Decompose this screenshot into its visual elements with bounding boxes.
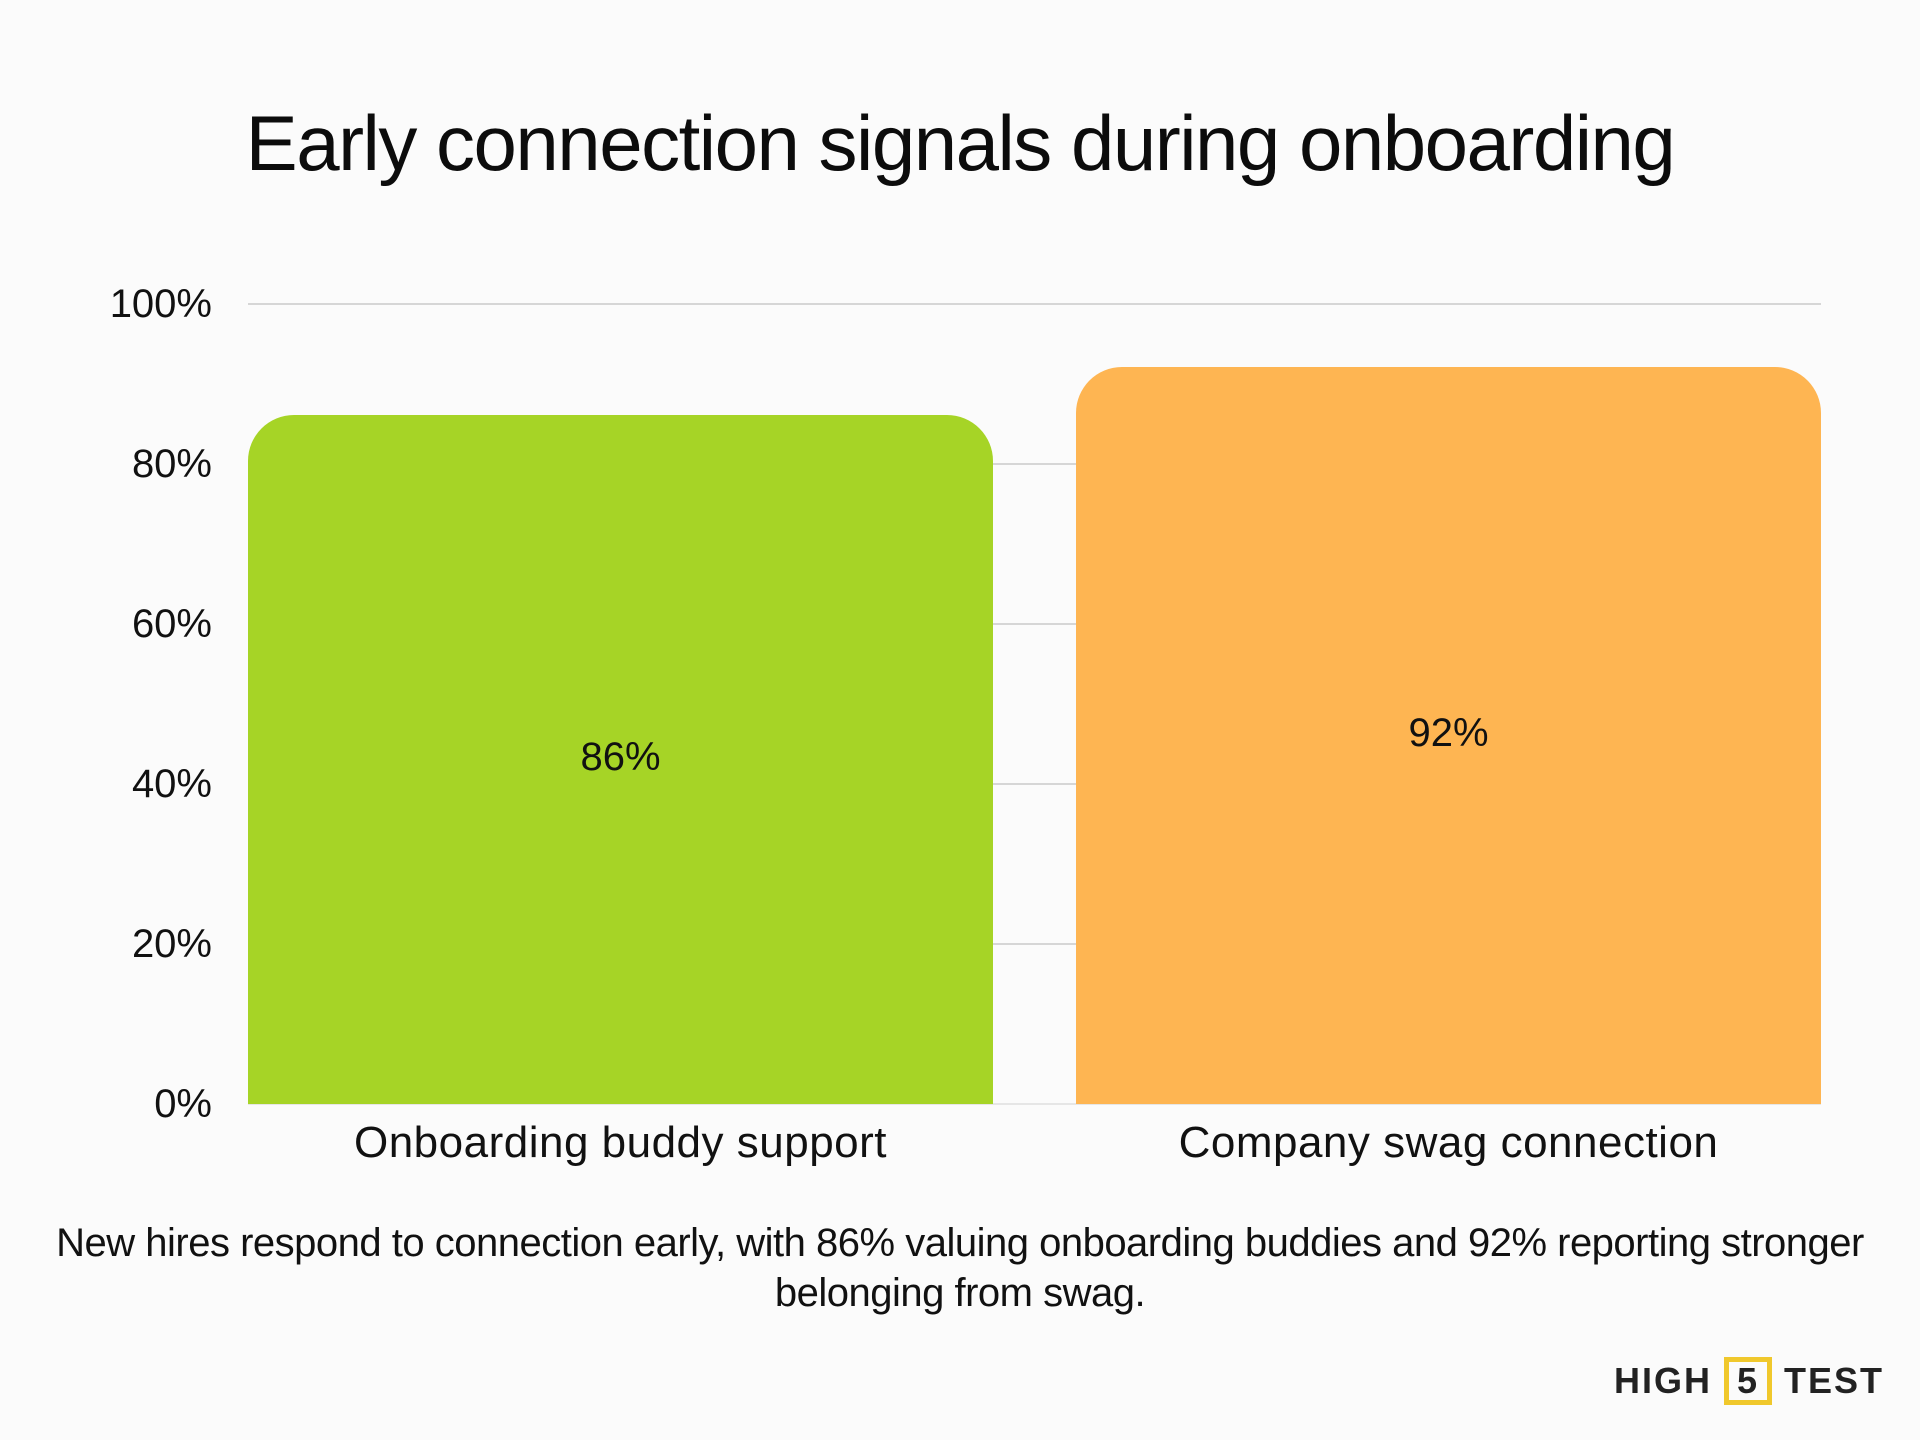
bar-value-label: 92%: [1408, 711, 1489, 755]
bar-onboarding-buddy: 86%: [248, 415, 993, 1104]
y-tick-40: 40%: [131, 762, 212, 806]
y-tick-20: 20%: [131, 922, 212, 966]
y-tick-60: 60%: [131, 602, 212, 646]
gridline-20: [248, 943, 1821, 945]
bar-value-label: 86%: [580, 735, 661, 779]
x-label-company-swag: Company swag connection: [1178, 1118, 1719, 1167]
chart-title: Early connection signals during onboardi…: [245, 99, 1676, 187]
gridline-40: [248, 783, 1821, 785]
y-tick-100: 100%: [109, 282, 212, 326]
logo-text-right: TEST: [1784, 1360, 1885, 1401]
gridline-80: [248, 463, 1821, 465]
y-tick-0: 0%: [154, 1082, 212, 1126]
gridline-60: [248, 623, 1821, 625]
high5test-logo: HIGH 5 TEST: [1614, 1356, 1884, 1406]
logo-text-left: HIGH: [1614, 1360, 1712, 1401]
plot-area: 86% 92%: [248, 303, 1821, 1105]
chart-caption: New hires respond to connection early, w…: [56, 1221, 1864, 1315]
gridline-100: [248, 303, 1821, 305]
bar-company-swag: 92%: [1076, 367, 1821, 1104]
x-label-onboarding-buddy: Onboarding buddy support: [353, 1118, 888, 1167]
baseline: [248, 1103, 1821, 1105]
logo-five-box: 5: [1724, 1357, 1773, 1405]
y-tick-80: 80%: [131, 442, 212, 486]
